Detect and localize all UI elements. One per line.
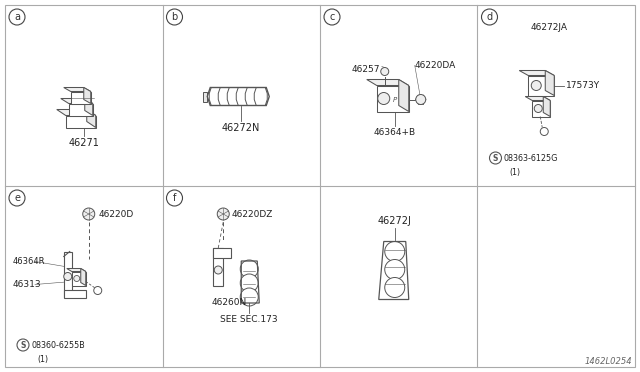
Polygon shape [543, 96, 550, 116]
Circle shape [378, 93, 390, 105]
Text: 46257: 46257 [351, 64, 380, 74]
Polygon shape [64, 87, 91, 92]
Polygon shape [399, 80, 409, 112]
Text: 08360-6255B: 08360-6255B [31, 340, 84, 350]
Polygon shape [377, 86, 409, 112]
Circle shape [531, 80, 541, 90]
Text: 46271: 46271 [68, 138, 99, 148]
Circle shape [240, 288, 259, 306]
Circle shape [385, 241, 404, 262]
Text: 46313: 46313 [13, 280, 42, 289]
Circle shape [240, 260, 259, 278]
Circle shape [385, 278, 404, 298]
Text: (1): (1) [509, 168, 520, 177]
Circle shape [64, 273, 72, 280]
Polygon shape [64, 251, 72, 296]
Circle shape [217, 208, 229, 220]
Circle shape [83, 208, 95, 220]
Text: S: S [20, 340, 26, 350]
Text: 46220D: 46220D [99, 209, 134, 218]
Text: (1): (1) [37, 355, 48, 364]
Polygon shape [204, 92, 207, 102]
Polygon shape [367, 80, 409, 86]
Polygon shape [57, 109, 96, 115]
Text: 46260N: 46260N [211, 298, 246, 307]
Circle shape [240, 274, 259, 292]
Polygon shape [236, 87, 249, 106]
Text: d: d [486, 12, 493, 22]
Text: f: f [173, 193, 176, 203]
Polygon shape [71, 92, 91, 103]
Text: S: S [493, 154, 498, 163]
Polygon shape [525, 96, 550, 100]
Text: 17573Y: 17573Y [566, 81, 600, 90]
Polygon shape [545, 71, 554, 96]
Polygon shape [213, 248, 223, 286]
Polygon shape [66, 115, 96, 128]
Text: 46272N: 46272N [222, 122, 260, 132]
Text: 46272JA: 46272JA [531, 23, 567, 32]
Circle shape [214, 266, 222, 274]
Text: SEE SEC.173: SEE SEC.173 [220, 315, 278, 324]
Text: b: b [172, 12, 178, 22]
Polygon shape [532, 100, 550, 116]
Polygon shape [64, 289, 86, 298]
Polygon shape [87, 109, 96, 128]
Circle shape [385, 260, 404, 279]
Text: 46364+B: 46364+B [374, 128, 416, 137]
Polygon shape [209, 87, 222, 106]
Polygon shape [67, 269, 86, 272]
Polygon shape [254, 87, 268, 106]
Polygon shape [213, 248, 231, 258]
Circle shape [74, 276, 80, 282]
Text: 46364R: 46364R [13, 257, 45, 266]
Polygon shape [61, 99, 93, 103]
Text: P: P [392, 96, 397, 103]
Text: e: e [14, 193, 20, 203]
Text: 46220DZ: 46220DZ [231, 209, 273, 218]
Polygon shape [84, 99, 93, 115]
Polygon shape [227, 87, 240, 106]
Polygon shape [218, 87, 231, 106]
Circle shape [381, 67, 388, 76]
Text: c: c [330, 12, 335, 22]
Polygon shape [84, 87, 91, 103]
Polygon shape [528, 76, 554, 96]
Polygon shape [81, 269, 86, 285]
Polygon shape [68, 103, 93, 115]
Polygon shape [519, 71, 554, 76]
Circle shape [416, 94, 426, 105]
Text: 46272J: 46272J [378, 215, 412, 225]
Text: a: a [14, 12, 20, 22]
Circle shape [534, 105, 542, 112]
Polygon shape [245, 87, 259, 106]
Text: 08363-6125G: 08363-6125G [504, 154, 558, 163]
Text: 1462L0254: 1462L0254 [584, 357, 632, 366]
Polygon shape [72, 272, 86, 285]
Text: 46220DA: 46220DA [415, 61, 456, 70]
